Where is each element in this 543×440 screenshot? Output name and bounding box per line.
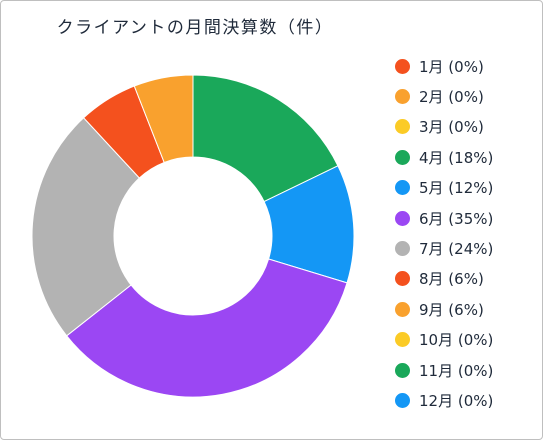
- legend-swatch: [395, 180, 410, 196]
- legend-item-4: 4月 (18%): [395, 142, 493, 172]
- legend-item-2: 2月 (0%): [395, 81, 493, 111]
- legend-item-8: 8月 (6%): [395, 264, 493, 294]
- legend-swatch: [395, 241, 410, 257]
- legend-swatch: [395, 392, 410, 408]
- legend-label: 7月 (24%): [419, 240, 494, 259]
- donut-chart: [31, 74, 355, 398]
- legend-label: 12月 (0%): [419, 391, 494, 410]
- legend-label: 2月 (0%): [419, 88, 484, 107]
- legend-item-3: 3月 (0%): [395, 112, 493, 142]
- legend-item-12: 12月 (0%): [395, 385, 493, 415]
- donut-slice-9: [133, 74, 194, 164]
- legend-label: 5月 (12%): [419, 179, 494, 198]
- legend-label: 4月 (18%): [419, 148, 494, 167]
- legend-label: 10月 (0%): [419, 331, 494, 350]
- donut-slice-6: [65, 258, 348, 398]
- donut-slice-4: [192, 74, 339, 203]
- legend-swatch: [395, 332, 410, 348]
- legend-item-7: 7月 (24%): [395, 233, 493, 263]
- donut-slice-7: [31, 117, 141, 337]
- legend-item-6: 6月 (35%): [395, 203, 493, 233]
- legend-swatch: [395, 119, 410, 135]
- legend-item-5: 5月 (12%): [395, 173, 493, 203]
- legend-swatch: [395, 362, 410, 378]
- legend-item-11: 11月 (0%): [395, 355, 493, 385]
- legend-swatch: [395, 149, 410, 165]
- legend-item-9: 9月 (6%): [395, 294, 493, 324]
- legend-swatch: [395, 89, 410, 105]
- legend-label: 6月 (35%): [419, 209, 494, 228]
- legend-swatch: [395, 271, 410, 287]
- legend-label: 8月 (6%): [419, 270, 484, 289]
- legend-item-1: 1月 (0%): [395, 51, 493, 81]
- legend-label: 1月 (0%): [419, 57, 484, 76]
- chart-title: クライアントの月間決算数（件）: [56, 18, 334, 38]
- legend-swatch: [395, 301, 410, 317]
- legend-swatch: [395, 58, 410, 74]
- legend-swatch: [395, 210, 410, 226]
- legend-label: 3月 (0%): [419, 118, 484, 137]
- legend-label: 9月 (6%): [419, 300, 484, 319]
- legend-label: 11月 (0%): [419, 361, 494, 380]
- chart-legend: 1月 (0%) 2月 (0%) 3月 (0%) 4月 (18%) 5月 (12%) 6月 …: [395, 51, 493, 416]
- legend-item-10: 10月 (0%): [395, 325, 493, 355]
